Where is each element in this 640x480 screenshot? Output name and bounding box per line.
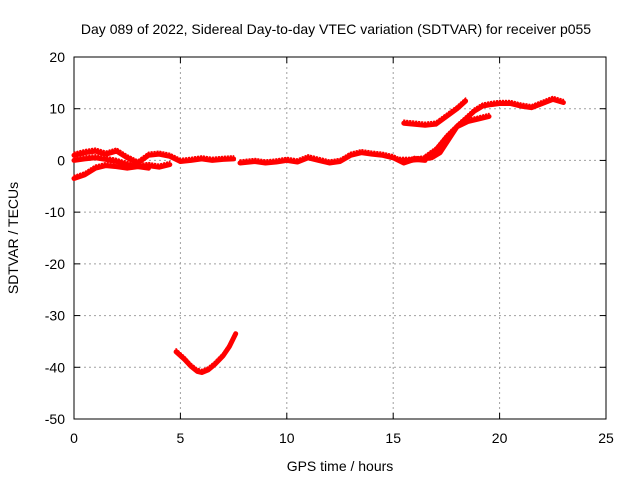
x-tick-label: 10 — [279, 430, 295, 446]
axis-ticks — [73, 56, 607, 420]
series-arc-3 — [71, 155, 151, 171]
series-arc-5-jitter — [239, 148, 426, 161]
chart-title: Day 089 of 2022, Sidereal Day-to-day VTE… — [81, 21, 591, 37]
y-tick-label: 0 — [57, 152, 65, 168]
series-arc-4 — [173, 331, 239, 375]
series-arc-8-jitter — [424, 112, 490, 156]
y-tick-label: -10 — [45, 204, 65, 220]
series-arc-2 — [71, 162, 173, 181]
series-arc-7-jitter — [403, 97, 467, 124]
series-arc-6 — [397, 96, 566, 163]
x-tick-label: 5 — [177, 430, 185, 446]
series-arc-1-jitter — [73, 147, 235, 161]
x-tick-label: 25 — [598, 430, 614, 446]
plot-frame — [73, 56, 607, 420]
series-arc-3-jitter — [73, 154, 150, 166]
x-tick-label: 0 — [70, 430, 78, 446]
y-tick-label: -50 — [45, 411, 65, 427]
x-axis-label: GPS time / hours — [287, 458, 394, 474]
series-arc-7 — [401, 98, 469, 128]
series-arc-8 — [422, 114, 492, 161]
y-tick-label: -40 — [45, 359, 65, 375]
x-tick-label: 15 — [385, 430, 401, 446]
series-arc-5 — [237, 150, 428, 166]
y-tick-label: 20 — [49, 49, 65, 65]
y-tick-labels: -50 -40 -30 -20 -10 0 10 20 — [45, 49, 65, 427]
series-arc-1 — [71, 148, 237, 166]
data-series — [71, 95, 566, 375]
y-axis-label: SDTVAR / TECUs — [5, 182, 21, 294]
y-tick-label: 10 — [49, 101, 65, 117]
y-tick-label: -30 — [45, 308, 65, 324]
grid-lines — [74, 57, 606, 419]
series-arc-4-jitter — [175, 329, 237, 371]
x-tick-label: 20 — [492, 430, 508, 446]
x-tick-labels: 0 5 10 15 20 25 — [70, 430, 614, 446]
y-tick-label: -20 — [45, 256, 65, 272]
